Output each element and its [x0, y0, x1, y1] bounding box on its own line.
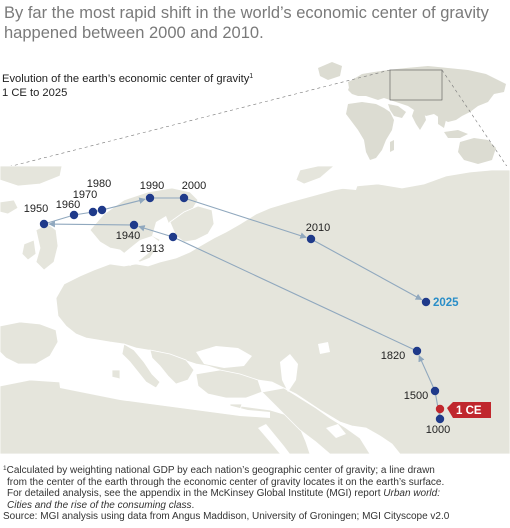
- black-sea: [196, 346, 252, 368]
- finland-land: [169, 205, 215, 243]
- point-1970: 1970: [73, 189, 98, 217]
- label-2025: 2025: [433, 297, 459, 309]
- subtitle-range: 1 CE to 2025: [2, 87, 68, 99]
- inset-world-map: [318, 62, 506, 164]
- label-1000: 1000: [426, 424, 450, 436]
- subtitle-title: Evolution of the earth’s economic center…: [2, 70, 253, 86]
- footnote-marker: 1: [3, 465, 7, 472]
- path-segment-1500-to-1820: [418, 354, 436, 392]
- red-sea: [258, 424, 290, 454]
- headline: By far the most rapid shift in the world…: [4, 3, 504, 43]
- label-1820: 1820: [381, 350, 405, 362]
- marker-1990: [145, 193, 155, 203]
- footnote-text-1: Calculated by weighting national GDP by …: [6, 465, 435, 476]
- point-1940: 1940: [116, 220, 140, 242]
- point-2025: 2025: [421, 297, 459, 309]
- point-1ce: 1 CE: [435, 402, 491, 418]
- persian-gulf: [326, 424, 346, 438]
- novaya-zemlya-land: [295, 166, 335, 185]
- source-line: Source: MGI analysis using data from Ang…: [3, 511, 450, 523]
- start-label-tag: [447, 402, 491, 418]
- kara-sea: [330, 176, 360, 190]
- marker-1940: [129, 220, 139, 230]
- point-1980: 1980: [87, 178, 111, 215]
- label-2010: 2010: [306, 222, 330, 234]
- point-1960: 1960: [56, 199, 80, 220]
- marker-1980: [97, 205, 107, 215]
- iberia-land: [0, 321, 59, 365]
- label-1950: 1950: [24, 203, 48, 215]
- caspian-sea: [280, 354, 298, 392]
- point-1990: 1990: [140, 180, 164, 203]
- anatolia-land: [195, 369, 263, 399]
- subtitle-title-text: Evolution of the earth’s economic center…: [2, 73, 250, 85]
- path-segment-1820-to-1913: [172, 236, 418, 352]
- subtitle-footnote-marker: 1: [249, 73, 254, 80]
- marker-1913: [168, 232, 178, 242]
- path-segment-1980-to-1990: [101, 197, 146, 211]
- point-1820: 1820: [381, 346, 422, 362]
- aral-sea: [318, 342, 330, 354]
- iceland-land: [0, 199, 19, 215]
- path-segment-2000-to-2010: [183, 197, 307, 239]
- marker-1820: [412, 346, 422, 356]
- inland-seas: [58, 176, 360, 454]
- path-segment-1913-to-1940: [138, 225, 174, 238]
- footnote-line-3: For detailed analysis, see the appendix …: [3, 488, 508, 500]
- marker-2000: [179, 193, 189, 203]
- mediterranean-sea: [58, 370, 270, 418]
- footer: 1Calculated by weighting national GDP by…: [3, 463, 508, 523]
- white-sea: [212, 206, 234, 222]
- label-1500: 1500: [404, 390, 428, 402]
- label-1960: 1960: [56, 199, 80, 211]
- report-title-part-1[interactable]: Urban world:: [383, 488, 440, 500]
- label-1913: 1913: [140, 243, 164, 255]
- landmasses: [0, 166, 510, 454]
- path-segment-1940-to-1950: [48, 220, 135, 228]
- footnote-line-2: from the center of the earth through the…: [7, 476, 445, 488]
- headline-line-1: By far the most rapid shift in the world…: [4, 4, 489, 22]
- path-segment-2010-to-2025: [310, 238, 423, 301]
- ireland-land: [21, 239, 37, 261]
- marker-1ce: [435, 404, 445, 414]
- point-2010: 2010: [306, 222, 330, 244]
- baltic-sea: [118, 236, 160, 266]
- chart-subtitle: Evolution of the earth’s economic center…: [2, 70, 253, 100]
- point-1000: 1000: [426, 414, 450, 436]
- headline-line-2: happened between 2000 and 2010.: [4, 24, 264, 42]
- middle-east-land: [261, 387, 371, 454]
- label-1980: 1980: [87, 178, 111, 190]
- marker-1970: [88, 207, 98, 217]
- marker-1950: [39, 219, 49, 229]
- footnote-text-3a: For detailed analysis, see the appendix …: [7, 488, 384, 500]
- marker-2025: [421, 297, 431, 307]
- point-2000: 2000: [179, 180, 206, 203]
- marker-1960: [69, 210, 79, 220]
- label-1970: 1970: [73, 189, 97, 201]
- path-segment-1950-to-1960: [43, 214, 75, 225]
- marker-2010: [306, 234, 316, 244]
- marker-1000: [435, 414, 445, 424]
- footnote-line-4: Cities and the rise of the consuming cla…: [3, 500, 508, 512]
- report-title-part-2[interactable]: Cities and the rise of the consuming cla…: [7, 499, 192, 511]
- label-1990: 1990: [140, 180, 164, 192]
- greenland-land: [0, 166, 63, 187]
- label-1ce: 1 CE: [456, 405, 482, 417]
- label-1940: 1940: [116, 230, 140, 242]
- footnote-line-1: 1Calculated by weighting national GDP by…: [3, 463, 508, 477]
- balkans-land: [149, 349, 195, 385]
- marker-1500: [430, 386, 440, 396]
- path-segment-1000-to-1500: [434, 390, 441, 420]
- label-2000: 2000: [182, 180, 206, 192]
- footnote-text-4-end: .: [191, 499, 195, 511]
- point-1913: 1913: [140, 232, 178, 255]
- gulf-of-bothnia: [152, 216, 170, 240]
- point-1950: 1950: [24, 203, 49, 229]
- point-1500: 1500: [404, 386, 440, 402]
